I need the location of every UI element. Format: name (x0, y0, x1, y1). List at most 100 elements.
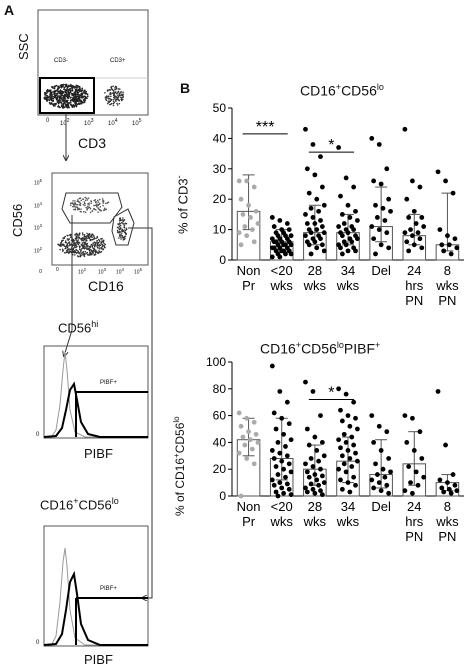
event-dot (81, 242, 84, 244)
event-dot (57, 85, 59, 88)
event-dot (62, 83, 65, 86)
event-dot (74, 250, 77, 252)
data-point (441, 489, 447, 495)
data-point (354, 458, 360, 464)
category-label: 24 (407, 263, 421, 278)
data-point (410, 233, 415, 239)
cd3pos-population (104, 85, 124, 107)
event-dot (57, 95, 59, 97)
data-point (378, 488, 384, 494)
data-point (435, 389, 441, 394)
event-dot (51, 100, 54, 102)
data-point (341, 431, 347, 437)
event-dot (115, 86, 118, 89)
event-dot (96, 239, 98, 242)
event-dot (74, 101, 77, 104)
event-dot (116, 229, 119, 232)
event-dot (56, 101, 59, 103)
event-dot (59, 248, 61, 251)
event-dot (72, 200, 74, 202)
event-dot (65, 105, 68, 108)
xtick-3: 104 (108, 118, 118, 127)
event-dot (93, 241, 96, 244)
event-dot (82, 250, 85, 253)
event-dot (56, 93, 59, 95)
event-dot (78, 88, 81, 90)
event-dot (78, 90, 81, 93)
event-dot (71, 253, 74, 256)
category-label: PN (405, 293, 423, 308)
event-dot (49, 98, 52, 101)
event-dot (66, 245, 69, 248)
event-dot (69, 250, 72, 253)
data-point (246, 202, 251, 208)
event-dot (124, 232, 127, 234)
event-dot (69, 87, 72, 90)
event-dot (91, 238, 93, 241)
data-point (452, 482, 458, 488)
event-dot (69, 83, 72, 86)
event-dot (74, 254, 76, 256)
event-dot (59, 106, 61, 109)
data-point (288, 492, 294, 498)
data-point (353, 248, 358, 254)
event-dot (99, 240, 101, 243)
event-dot (68, 234, 71, 236)
data-point (269, 215, 275, 220)
data-point (410, 490, 415, 496)
event-dot (66, 101, 68, 103)
event-dot (75, 237, 77, 240)
data-point (345, 230, 351, 236)
event-dot (97, 238, 100, 241)
data-point (303, 233, 308, 239)
data-point (310, 389, 316, 394)
event-dot (101, 243, 103, 246)
event-dot (110, 102, 113, 105)
data-point (321, 480, 327, 485)
event-dot (83, 235, 86, 238)
data-point (406, 248, 412, 254)
event-dot (90, 243, 93, 246)
data-point (304, 221, 310, 226)
event-dot (123, 224, 126, 227)
event-dot (103, 209, 106, 211)
event-dot (94, 199, 97, 201)
event-dot (77, 242, 80, 245)
data-point (288, 469, 294, 475)
event-dot (94, 244, 96, 247)
event-dot (122, 223, 125, 225)
data-point (303, 485, 308, 491)
data-point (255, 221, 261, 226)
xtick-2: 103 (84, 118, 94, 127)
data-point (404, 440, 410, 445)
event-dot (77, 103, 80, 105)
data-point (386, 456, 392, 461)
event-dot (118, 92, 121, 95)
data-point (336, 437, 342, 443)
event-dot (76, 91, 79, 94)
event-dot (97, 201, 100, 203)
event-dot (47, 96, 50, 99)
event-dot (75, 239, 77, 241)
event-dot (82, 98, 85, 101)
category-label: Pr (242, 514, 256, 529)
event-dot (86, 93, 89, 96)
event-dot (121, 235, 124, 237)
event-dot (118, 225, 121, 228)
event-dot (92, 208, 95, 210)
event-dot (85, 246, 87, 248)
data-point (318, 236, 323, 242)
event-dot (89, 211, 92, 214)
data-point (415, 482, 421, 488)
data-point (318, 466, 323, 472)
event-dot (105, 97, 108, 99)
data-point (353, 482, 358, 488)
event-dot (74, 104, 77, 107)
data-point (439, 485, 445, 491)
event-dot (114, 91, 117, 94)
event-dot (120, 98, 123, 101)
data-point (306, 242, 312, 248)
event-dot (107, 95, 110, 98)
cd56hi-gate-label: PIBF+ (100, 380, 117, 386)
data-point (406, 464, 412, 469)
